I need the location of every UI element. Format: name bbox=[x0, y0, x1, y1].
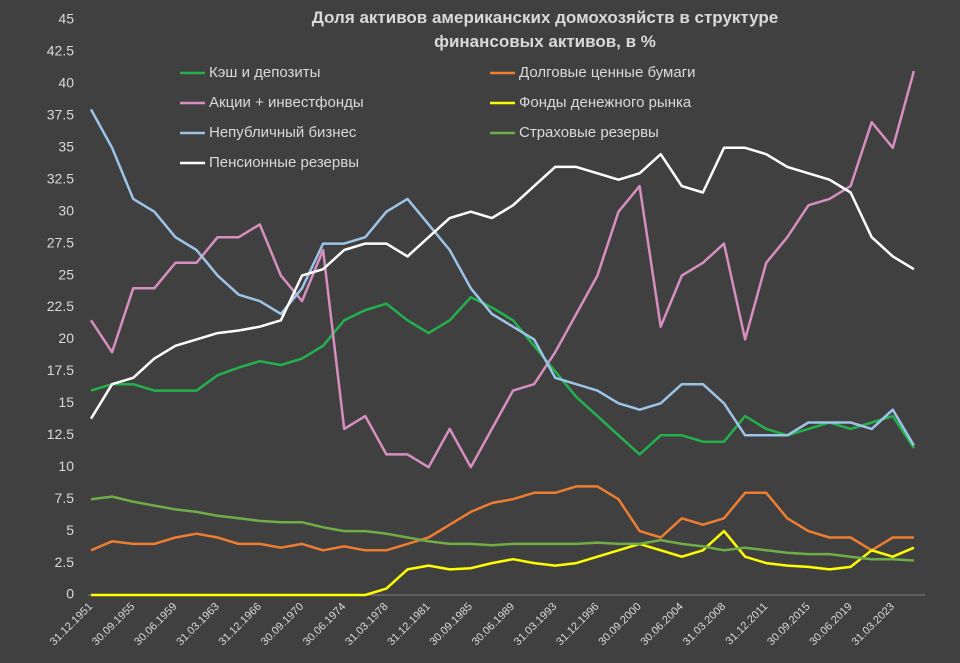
x-tick-label: 31.12.1996 bbox=[554, 601, 601, 648]
y-tick-label: 15 bbox=[58, 394, 74, 410]
y-tick-label: 2.5 bbox=[55, 554, 75, 570]
x-tick-label: 31.03.1963 bbox=[174, 601, 221, 648]
x-tick-label: 31.03.2008 bbox=[681, 601, 728, 648]
y-tick-label: 35 bbox=[58, 138, 74, 154]
x-tick-label: 30.06.1959 bbox=[132, 601, 179, 648]
x-tick-label: 30.06.1989 bbox=[470, 601, 517, 648]
legend-label: Акции + инвестфонды bbox=[209, 94, 364, 111]
y-tick-label: 17.5 bbox=[47, 362, 74, 378]
y-tick-label: 30 bbox=[58, 202, 74, 218]
x-tick-label: 31.12.1966 bbox=[217, 601, 264, 648]
series-line bbox=[90, 485, 914, 552]
x-tick-label: 30.09.1985 bbox=[428, 601, 475, 648]
y-tick-label: 25 bbox=[58, 266, 74, 282]
y-tick-label: 7.5 bbox=[55, 490, 75, 506]
x-tick-label: 31.12.2011 bbox=[724, 601, 771, 648]
y-tick-label: 37.5 bbox=[47, 107, 74, 123]
x-tick-label: 31.03.1978 bbox=[343, 601, 390, 648]
x-tick-label: 30.09.1955 bbox=[90, 601, 137, 648]
y-tick-label: 12.5 bbox=[47, 426, 74, 442]
y-tick-label: 20 bbox=[58, 330, 74, 346]
series-line bbox=[90, 296, 915, 456]
chart-title: Доля активов американских домохозяйств в… bbox=[311, 8, 779, 51]
y-tick-label: 45 bbox=[58, 11, 74, 27]
series-line bbox=[89, 70, 916, 469]
y-tick-label: 42.5 bbox=[47, 43, 74, 59]
x-tick-label: 30.06.2019 bbox=[807, 601, 854, 648]
y-tick-label: 5 bbox=[66, 522, 74, 538]
legend-label: Фонды денежного рынка bbox=[519, 94, 692, 111]
legend-label: Страховые резервы bbox=[519, 124, 659, 141]
legend-label: Непубличный бизнес bbox=[209, 124, 357, 141]
x-tick-label: 31.12.1981 bbox=[385, 601, 432, 648]
y-tick-label: 0 bbox=[66, 586, 74, 602]
legend-label: Долговые ценные бумаги bbox=[519, 64, 696, 81]
legend-label: Пенсионные резервы bbox=[209, 154, 359, 171]
x-tick-label: 30.06.2004 bbox=[639, 601, 686, 648]
y-tick-label: 32.5 bbox=[47, 170, 74, 186]
x-tick-label: 31.12.1951 bbox=[48, 601, 95, 648]
x-tick-label: 30.09.1970 bbox=[259, 601, 306, 648]
x-tick-label: 30.09.2000 bbox=[596, 601, 643, 648]
series-line bbox=[90, 495, 914, 562]
series-line bbox=[89, 108, 915, 447]
y-tick-label: 27.5 bbox=[47, 234, 74, 250]
series-line bbox=[89, 146, 915, 420]
legend-label: Кэш и депозиты bbox=[209, 64, 320, 81]
x-tick-label: 30.06.1974 bbox=[301, 601, 348, 648]
series-line bbox=[91, 529, 915, 597]
x-tick-label: 31.03.2023 bbox=[850, 601, 897, 648]
y-tick-label: 22.5 bbox=[47, 298, 74, 314]
y-tick-label: 40 bbox=[58, 75, 74, 91]
y-tick-label: 10 bbox=[58, 458, 74, 474]
x-tick-label: 31.03.1993 bbox=[512, 601, 559, 648]
x-tick-label: 30.09.2015 bbox=[765, 601, 812, 648]
